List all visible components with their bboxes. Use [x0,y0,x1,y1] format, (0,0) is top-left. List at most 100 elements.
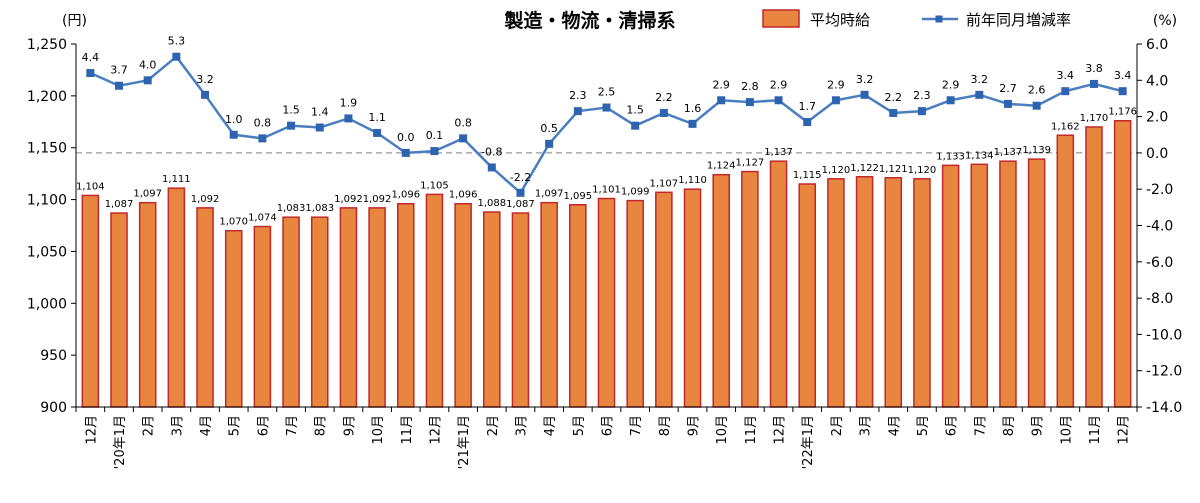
bar-value-label: 1,101 [592,185,621,196]
bar-value-label: 1,162 [1051,121,1080,132]
bar-value-label: 1,176 [1108,107,1137,118]
x-tick-label: 10月 [1059,415,1074,445]
bar-value-label: 1,097 [133,189,162,200]
line-value-label: -0.8 [481,145,502,158]
y-left-tick-label: 1,150 [27,141,67,157]
line-value-label: 2.7 [999,82,1017,95]
bar-value-label: 1,083 [305,203,334,214]
y-right-tick-label: -8.0 [1146,291,1173,307]
y-right-tick-label: 2.0 [1146,110,1168,126]
bar-value-label: 1,096 [449,190,478,201]
line-value-label: 4.4 [82,51,100,64]
bar [138,201,157,408]
line-point [688,119,697,128]
line-value-label: 2.3 [569,89,587,102]
x-tick-label: 7月 [629,415,644,436]
x-tick-label: 7月 [973,415,988,436]
line-value-label: 2.9 [942,78,960,91]
bar [167,187,186,408]
bar-value-label: 1,088 [477,198,506,209]
line-value-label: 3.8 [1085,62,1103,75]
line-value-label: 0.8 [254,116,272,129]
line-point [287,121,296,130]
bar [425,193,444,408]
y-right-tick-label: -14.0 [1146,400,1182,416]
line-value-label: 0.5 [540,122,558,135]
x-tick-label: 7月 [285,415,300,436]
line-point [631,121,640,130]
y-left-unit: (円) [62,13,87,29]
line-point [975,90,984,99]
bar-value-label: 1,095 [564,191,593,202]
line-point [143,76,152,85]
y-right-tick-label: 6.0 [1146,37,1168,53]
line-point [1061,87,1070,96]
y-right-tick-label: -4.0 [1146,219,1173,235]
bar [1085,126,1103,408]
y-left-tick-label: 1,100 [27,193,67,209]
line-value-label: 0.8 [454,116,472,129]
bar [339,207,358,408]
bar-value-label: 1,115 [793,170,822,181]
x-tick-label: 11月 [1088,415,1103,445]
bar-value-label: 1,120 [822,165,851,176]
bar-value-label: 1,083 [277,203,306,214]
line-point [172,52,181,61]
x-tick-label: 8月 [314,415,329,436]
line-point [459,134,468,143]
bar-value-label: 1,134 [965,150,994,161]
line-point [745,98,754,107]
line-point [430,147,439,156]
line-value-label: 4.0 [139,58,157,71]
line-point [946,96,955,105]
x-tick-label: 11月 [400,415,415,445]
x-tick-label: 2月 [142,415,157,436]
legend: 平均時給 前年同月増減率 [762,9,1071,29]
bar [81,194,100,408]
bar-value-label: 1,127 [736,158,765,169]
line-value-label: 1.5 [282,104,300,117]
line-point [659,108,668,117]
x-tick-label: 3月 [859,415,874,436]
bar [569,204,587,408]
y-left-tick-label: 1,000 [27,296,67,312]
bar [597,197,616,408]
bar [941,164,960,408]
line-value-label: 5.3 [168,35,186,48]
bar-value-label: 1,137 [994,147,1023,158]
bar-value-label: 1,110 [678,175,707,186]
legend-line-label: 前年同月増減率 [966,11,1071,29]
bar [454,202,472,408]
x-tick-label: 8月 [1002,415,1017,436]
line-point [774,96,783,105]
line-value-label: 2.3 [913,89,931,102]
line-point [115,81,124,90]
line-point [889,108,898,117]
line-value-label: 0.1 [426,129,444,142]
y-right-tick-label: 0.0 [1146,146,1168,162]
line-value-label: -2.2 [510,171,531,184]
y-left-tick-label: 900 [40,400,67,416]
x-tick-label: 9月 [687,415,702,436]
bar [798,183,817,408]
x-tick-label: 5月 [916,415,931,436]
line-value-label: 2.6 [1028,84,1046,97]
x-tick-label: 4月 [887,415,902,436]
y-right-tick-label: -2.0 [1146,182,1173,198]
x-tick-label: 12月 [773,415,788,445]
legend-bar-label: 平均時給 [810,11,870,29]
y-left-tick-label: 1,200 [27,89,67,105]
line-point [1003,99,1012,108]
x-tick-label: 4月 [199,415,214,436]
x-tick-label: 5月 [228,415,243,436]
x-tick-label: 8月 [658,415,673,436]
line-point [831,96,840,105]
line-value-label: 1.4 [311,105,329,118]
line-point [803,118,812,127]
x-tick-label: 12月 [84,415,99,445]
x-tick-label: 12月 [428,415,443,445]
y-right-tick-label: 4.0 [1146,73,1168,89]
bar [282,216,300,408]
x-tick-label: '21年1月 [457,415,472,469]
bar-value-label: 1,092 [363,194,392,205]
